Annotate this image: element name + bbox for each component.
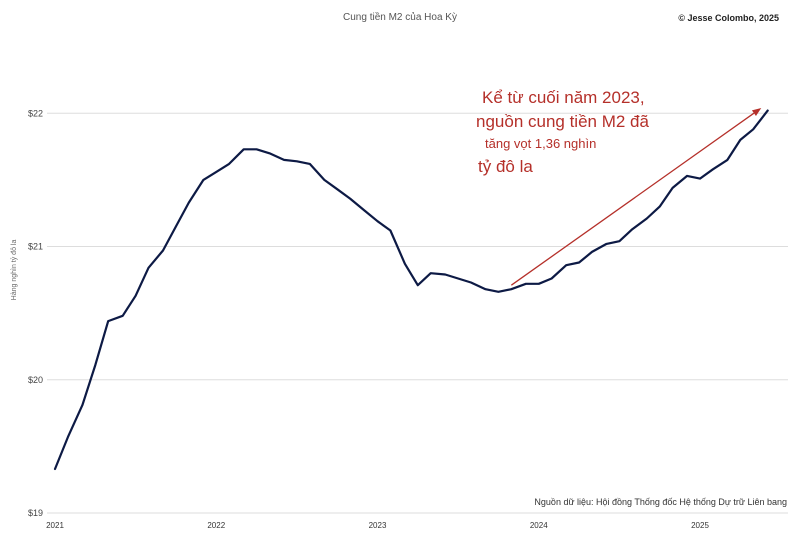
chart-credit: © Jesse Colombo, 2025 (678, 13, 779, 23)
annotation-line-4: tỷ đô la (478, 157, 533, 176)
y-tick-label: $21 (28, 242, 43, 252)
annotation-line-1: Kể từ cuối năm 2023, (482, 88, 645, 107)
annotation-arrowhead (751, 107, 762, 117)
y-axis-label: Hàng nghìn tỷ đô la (11, 240, 18, 301)
data-source: Nguồn dữ liệu: Hội đồng Thống đốc Hệ thố… (534, 497, 787, 507)
x-tick-label: 2024 (530, 521, 548, 530)
x-tick-label: 2023 (369, 521, 387, 530)
m2-series-line (53, 109, 769, 471)
y-tick-labels: $19 $20 $21 $22 (28, 108, 43, 518)
annotation: Kể từ cuối năm 2023, nguồn cung tiền M2 … (476, 88, 762, 286)
annotation-arrow (510, 112, 755, 286)
annotation-line-2: nguồn cung tiền M2 đã (476, 112, 650, 131)
gridlines (47, 112, 788, 514)
x-tick-label: 2025 (691, 521, 709, 530)
x-tick-label: 2022 (207, 521, 225, 530)
y-tick-label: $22 (28, 108, 43, 118)
chart-title: Cung tiền M2 của Hoa Kỳ (343, 11, 457, 23)
y-tick-label: $20 (28, 375, 43, 385)
x-tick-label: 2021 (46, 521, 64, 530)
y-tick-label: $19 (28, 508, 43, 518)
annotation-line-3: tăng vọt 1,36 nghìn (485, 136, 596, 151)
x-tick-labels: 2021 2022 2023 2024 2025 (46, 521, 709, 530)
